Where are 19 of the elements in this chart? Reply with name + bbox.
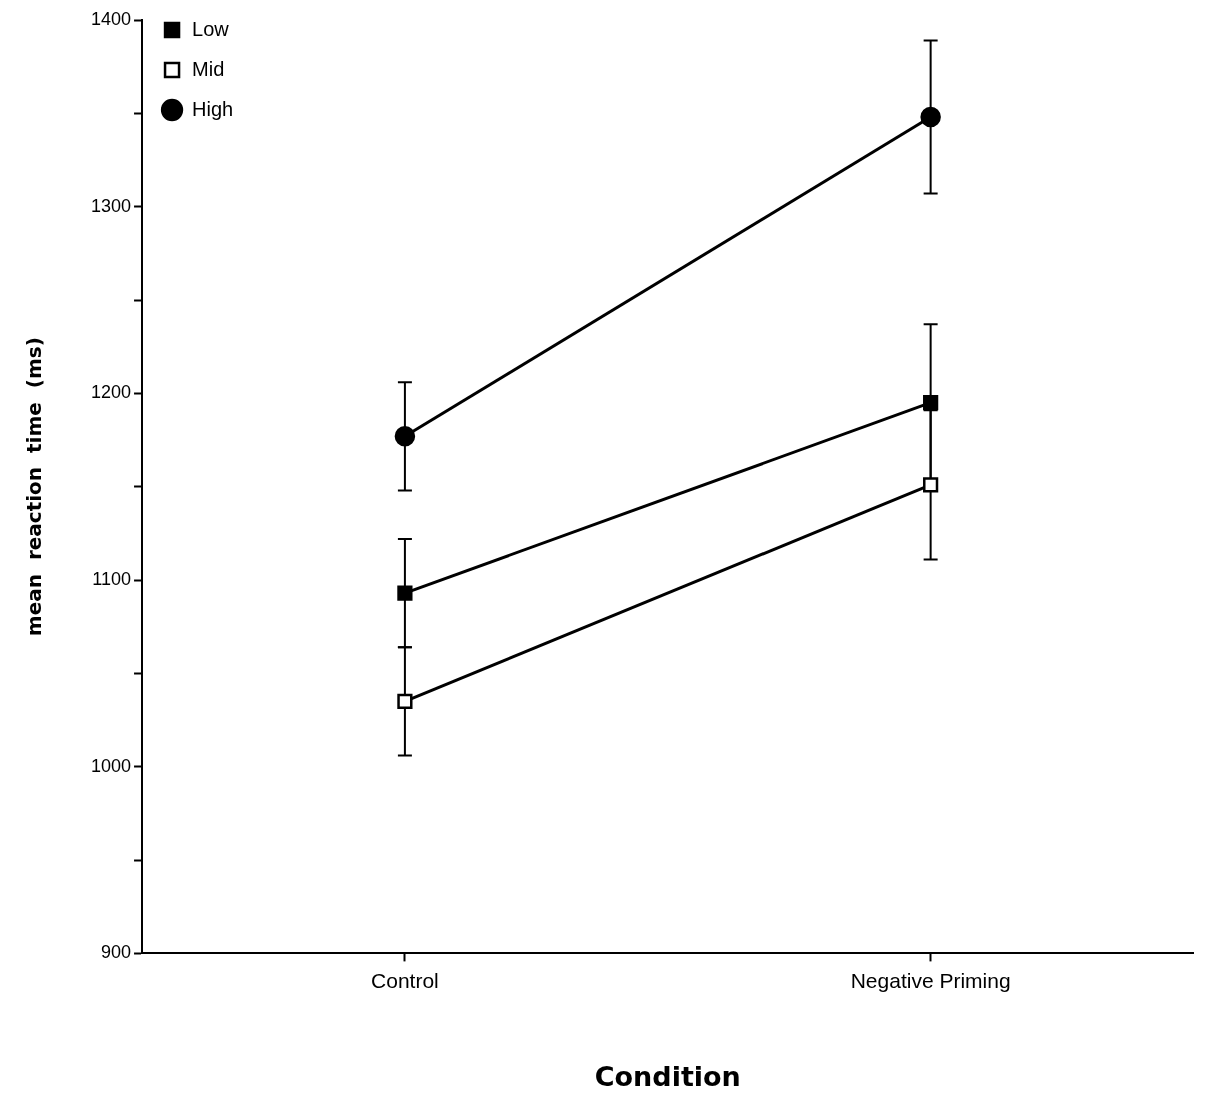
y-tick-label: 1200 bbox=[91, 382, 132, 403]
point bbox=[397, 693, 413, 709]
y-tick-label: 1100 bbox=[92, 569, 132, 590]
point bbox=[920, 106, 941, 128]
legend-label: Mid bbox=[192, 57, 225, 80]
legend-label: Low bbox=[192, 17, 230, 40]
x-tick-label: Negative Priming bbox=[850, 968, 1011, 992]
point bbox=[923, 395, 939, 411]
y-axis-title: mean reaction time (ms) bbox=[22, 337, 47, 637]
y-tick-label: 1300 bbox=[91, 195, 132, 216]
point bbox=[394, 426, 416, 447]
point bbox=[923, 477, 939, 493]
legend-label: High bbox=[192, 97, 234, 120]
x-tick-label: Control bbox=[371, 968, 439, 992]
y-tick-label: 900 bbox=[101, 942, 132, 963]
x-axis-title: Condition bbox=[594, 1060, 741, 1092]
point bbox=[397, 585, 413, 601]
y-tick-label: 1400 bbox=[91, 8, 132, 29]
y-tick-label: 1000 bbox=[91, 755, 132, 776]
